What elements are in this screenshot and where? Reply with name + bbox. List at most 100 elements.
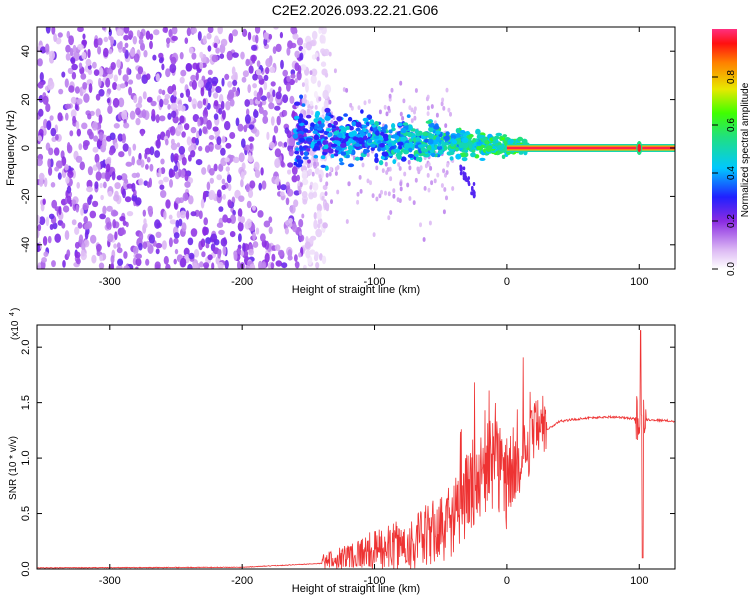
heatmap-cell <box>180 69 187 77</box>
heatmap-cell <box>268 102 275 110</box>
heatmap-cell <box>218 229 225 236</box>
snr-y-axis-label: SNR (10 * v/v) <box>8 436 19 500</box>
heatmap-cell <box>221 178 226 185</box>
heatmap-cell <box>442 209 446 215</box>
heatmap-cell <box>142 209 146 217</box>
heatmap-cell <box>39 46 47 54</box>
heatmap-cell <box>300 150 304 156</box>
heatmap-cell <box>459 171 463 176</box>
heatmap-cell <box>219 53 225 59</box>
x-tick-label: 100 <box>630 276 648 288</box>
heatmap-cell <box>169 63 177 74</box>
heatmap-cell <box>185 88 191 98</box>
heatmap-cell <box>314 251 319 260</box>
heatmap-cell <box>323 99 329 109</box>
heatmap-cell <box>330 143 338 148</box>
heatmap-cell <box>415 153 419 158</box>
heatmap-cell <box>110 62 116 70</box>
heatmap-cell <box>99 131 104 141</box>
heatmap-cell <box>98 262 105 269</box>
heatmap-cell <box>113 123 120 129</box>
heatmap-cell <box>413 115 417 121</box>
heatmap-cell <box>72 44 77 53</box>
heatmap-cell <box>81 51 87 60</box>
heatmap-cell <box>215 47 220 54</box>
heatmap-cell <box>322 140 327 146</box>
heatmap-cell <box>167 104 171 110</box>
snr-series-line <box>36 330 676 570</box>
heatmap-cell <box>37 228 40 239</box>
heatmap-cell <box>287 169 292 175</box>
heatmap-cell <box>407 153 415 158</box>
heatmap-cell <box>268 141 275 150</box>
heatmap-cell <box>284 227 289 235</box>
heatmap-cell <box>324 107 331 113</box>
heatmap-cell <box>392 159 397 165</box>
heatmap-cell <box>496 144 504 151</box>
heatmap-cell <box>155 242 163 249</box>
heatmap-cell <box>240 51 245 60</box>
heatmap-cell <box>232 52 239 58</box>
heatmap-cell <box>320 155 326 160</box>
heatmap-cell <box>298 189 302 195</box>
heatmap-cell <box>290 73 296 79</box>
heatmap-cell <box>93 135 99 142</box>
heatmap-cell <box>226 174 232 184</box>
heatmap-cell <box>37 262 42 269</box>
heatmap-cell <box>286 75 291 83</box>
heatmap-cell <box>263 32 269 40</box>
heatmap-cell <box>298 122 305 127</box>
heatmap-cell <box>121 227 125 236</box>
heatmap-cell <box>293 115 300 120</box>
heatmap-cell <box>177 103 182 112</box>
heatmap-cell <box>161 63 165 71</box>
heatmap-cell <box>473 193 476 198</box>
heatmap-cell <box>83 216 88 224</box>
colorbar: 0.0 0.2 0.4 0.6 0.8 Normalized spectral ampl… <box>712 29 750 276</box>
heatmap-cell <box>92 146 99 153</box>
heatmap-cell <box>62 260 66 268</box>
heatmap-cell <box>75 121 80 130</box>
colorbar-tick-label: 0.4 <box>726 166 737 180</box>
heatmap-cell <box>310 110 314 116</box>
heatmap-cell <box>422 237 426 242</box>
heatmap-cell <box>203 217 208 226</box>
heatmap-cell <box>507 139 514 145</box>
heatmap-cell <box>347 181 351 187</box>
heatmap-cell <box>291 175 298 183</box>
heatmap-cell <box>246 200 252 209</box>
heatmap-cell <box>220 147 226 156</box>
heatmap-cell <box>158 179 164 185</box>
heatmap-cell <box>400 127 407 134</box>
snr-scale-label: (x10 4 ) <box>9 308 21 340</box>
heatmap-cell <box>222 214 229 223</box>
heatmap-cell <box>221 77 225 87</box>
heatmap-cell <box>440 140 446 146</box>
heatmap-cell <box>355 127 361 132</box>
heatmap-cell <box>64 78 69 88</box>
heatmap-cell <box>193 249 200 258</box>
heatmap-cell <box>229 98 235 107</box>
heatmap-cell <box>310 74 317 84</box>
heatmap-cell <box>425 96 429 102</box>
heatmap-cell <box>289 95 295 104</box>
heatmap-cell <box>238 195 245 202</box>
heatmap-cell <box>97 46 102 55</box>
heatmap-cell <box>66 142 71 152</box>
heatmap-cell <box>108 149 114 156</box>
heatmap-cell <box>109 132 116 141</box>
heatmap-cell <box>148 210 153 218</box>
heatmap-cell <box>214 143 222 150</box>
heatmap-cell <box>256 91 262 102</box>
heatmap-cell <box>303 110 307 115</box>
heatmap-cell <box>484 140 489 145</box>
heatmap-cell <box>47 235 52 244</box>
heatmap-cell <box>166 37 171 44</box>
heatmap-cell <box>260 95 267 101</box>
heatmap-cell <box>188 252 195 260</box>
heatmap-cell <box>261 180 267 190</box>
heatmap-cell <box>160 158 165 165</box>
heatmap-cell <box>42 95 49 105</box>
heatmap-cell <box>182 192 189 202</box>
heatmap-cell <box>145 73 151 80</box>
